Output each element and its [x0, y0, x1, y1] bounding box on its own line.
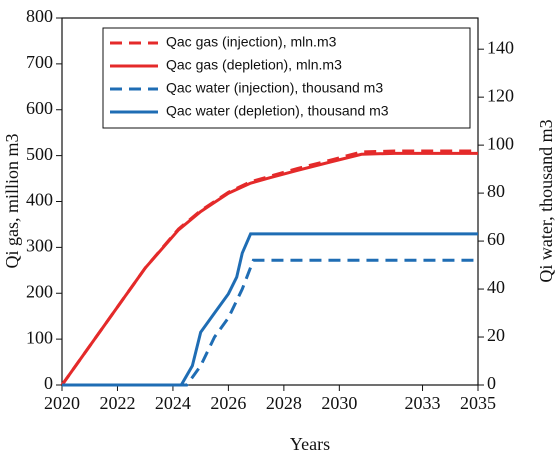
y2-tick-label: 80: [487, 181, 505, 201]
series-line: [60, 149, 478, 386]
legend-label: Qac gas (depletion), mln.m3: [166, 57, 342, 73]
y2-axis-label: Qi water, thousand m3: [536, 119, 556, 282]
x-tick-label: 2024: [155, 393, 191, 413]
y-tick-label: 200: [26, 281, 53, 301]
y-tick-label: 300: [26, 236, 53, 256]
legend-label: Qac water (injection), thousand m3: [166, 80, 383, 96]
y2-tick-label: 120: [487, 85, 514, 105]
x-tick-label: 2035: [460, 393, 496, 413]
x-tick-label: 2030: [321, 393, 357, 413]
y2-tick-label: 140: [487, 37, 514, 57]
y-tick-label: 100: [26, 327, 53, 347]
y-tick-label: 0: [44, 373, 53, 393]
x-tick-label: 2022: [99, 393, 135, 413]
x-tick-label: 2026: [210, 393, 246, 413]
legend-box: [102, 27, 471, 129]
series-line: [60, 151, 478, 386]
y2-tick-label: 100: [487, 133, 514, 153]
x-tick-label: 2033: [405, 393, 441, 413]
x-tick-label: 2028: [266, 393, 302, 413]
y2-tick-label: 40: [487, 277, 505, 297]
y2-tick-label: 0: [487, 373, 496, 393]
x-axis-label: Years: [290, 434, 330, 454]
y-tick-label: 500: [26, 144, 53, 164]
legend-label: Qac water (depletion), thousand m3: [166, 103, 389, 119]
series-line: [62, 258, 478, 387]
legend-label: Qac gas (injection), mln.m3: [166, 34, 337, 50]
y-tick-label: 700: [26, 52, 53, 72]
y2-tick-label: 20: [487, 325, 505, 345]
y2-tick-label: 60: [487, 229, 505, 249]
y-tick-label: 800: [26, 6, 53, 26]
x-tick-label: 2020: [44, 393, 80, 413]
series-line: [62, 232, 478, 387]
y-tick-label: 400: [26, 190, 53, 210]
y-tick-label: 600: [26, 98, 53, 118]
y-axis-label: Qi gas, million m3: [2, 134, 22, 269]
